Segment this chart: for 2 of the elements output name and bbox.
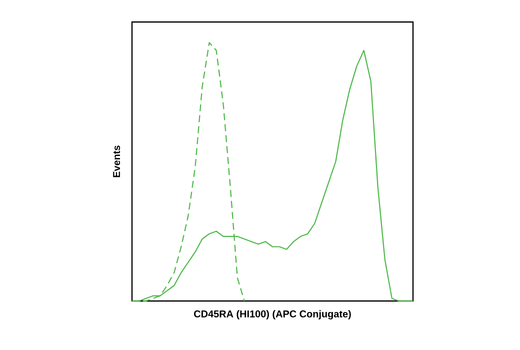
- x-axis-title: CD45RA (HI100) (APC Conjugate): [194, 310, 351, 320]
- y-axis-title: Events: [113, 146, 120, 178]
